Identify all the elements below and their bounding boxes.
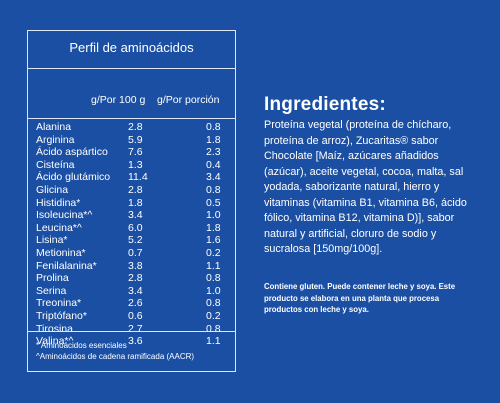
value-per-portion: 0.8 [206,183,221,196]
table-row: Cisteína 1.3 0.4 [28,159,235,172]
value-per-portion: 0.4 [206,158,221,171]
value-per-100g: 3.6 [128,335,143,348]
value-per-100g: 5.9 [128,133,143,146]
value-per-100g: 3.4 [128,284,143,297]
amino-acid-name: Tirosina [36,322,73,335]
value-per-portion: 3.4 [206,171,221,184]
column-headers: g/Por 100 g g/Por porción [28,69,235,119]
table-row: Isoleucina*^ 3.4 1.0 [28,209,235,222]
value-per-portion: 0.8 [206,322,221,335]
value-per-100g: 2.6 [128,297,143,310]
value-per-portion: 2.3 [206,146,221,159]
value-per-portion: 0.8 [206,297,221,310]
amino-acid-name: Cisteína [36,158,75,171]
amino-acid-name: Arginina [36,133,75,146]
value-per-portion: 1.0 [206,284,221,297]
table-row: Treonina* 2.6 0.8 [28,297,235,310]
amino-acid-name: Treonina* [36,297,82,310]
column-header-per-portion: g/Por porción [157,94,220,106]
column-header-per-100g: g/Por 100 g [91,94,146,106]
value-per-100g: 3.8 [128,259,143,272]
value-per-100g: 0.6 [128,309,143,322]
value-per-100g: 1.8 [128,196,143,209]
table-row: Alanina 2.8 0.8 [28,121,235,134]
table-row: Triptófano* 0.6 0.2 [28,310,235,323]
value-per-100g: 7.6 [128,146,143,159]
table-row: Valina*^ 3.6 1.1 [28,335,235,348]
value-per-portion: 0.2 [206,246,221,259]
table-row: Serina 3.4 1.0 [28,285,235,298]
value-per-portion: 1.8 [206,133,221,146]
value-per-portion: 1.6 [206,234,221,247]
value-per-portion: 0.8 [206,121,221,133]
amino-acid-name: Metionina* [36,246,86,259]
value-per-100g: 2.8 [128,183,143,196]
value-per-portion: 1.8 [206,221,221,234]
amino-acid-name: Glicina [36,183,69,196]
amino-acid-profile-table: Perfil de aminoácidos g/Por 100 g g/Por … [27,30,236,372]
ingredients-heading: Ingredientes: [264,94,386,115]
value-per-100g: 1.3 [128,158,143,171]
table-row: Tirosina 2.7 0.8 [28,323,235,336]
value-per-100g: 6.0 [128,221,143,234]
value-per-portion: 1.1 [206,259,221,272]
amino-acid-name: Isoleucina*^ [36,209,93,222]
value-per-portion: 0.2 [206,309,221,322]
value-per-100g: 2.8 [128,272,143,285]
amino-acid-name: Leucina*^ [36,221,82,234]
table-row: Prolina 2.8 0.8 [28,272,235,285]
amino-acid-name: Alanina [36,121,72,133]
amino-acid-name: Ácido glutámico [36,171,111,184]
amino-acid-name: Histidina* [36,196,81,209]
value-per-portion: 1.1 [206,335,221,348]
amino-acid-name: Valina*^ [36,335,74,348]
table-row: Ácido glutámico 11.4 3.4 [28,171,235,184]
value-per-100g: 11.4 [128,171,148,184]
table-row: Ácido aspártico 7.6 2.3 [28,146,235,159]
table-row: Fenilalanina* 3.8 1.1 [28,260,235,273]
amino-acid-rows: Alanina 2.8 0.8 Arginina 5.9 1.8 Ácido aspárti… [28,121,235,348]
amino-acid-name: Lisina* [36,234,68,247]
table-title: Perfil de aminoácidos [28,31,235,69]
ingredients-text: Proteína vegetal (proteína de chícharo, … [264,119,467,255]
value-per-100g: 2.8 [128,121,143,133]
allergen-note: Contiene gluten. Puede contener leche y … [264,282,456,314]
amino-acid-name: Prolina [36,272,69,285]
value-per-100g: 0.7 [128,246,143,259]
amino-acid-name: Ácido aspártico [36,146,108,159]
value-per-100g: 2.7 [128,322,143,335]
table-footnotes: * Aminoácidos esenciales ^Aminoácidos de… [36,340,194,362]
value-per-100g: 3.4 [128,209,143,222]
table-row: Metionina* 0.7 0.2 [28,247,235,260]
value-per-portion: 0.5 [206,196,221,209]
value-per-100g: 5.2 [128,234,143,247]
amino-acid-name: Triptófano* [36,309,87,322]
table-row: Leucina*^ 6.0 1.8 [28,222,235,235]
footnote-bcaa: ^Aminoácidos de cadena ramificada (AACR) [36,352,195,361]
table-row: Glicina 2.8 0.8 [28,184,235,197]
amino-acid-name: Fenilalanina* [36,259,97,272]
amino-acid-name: Serina [36,284,67,297]
value-per-portion: 0.8 [206,272,221,285]
table-row: Arginina 5.9 1.8 [28,134,235,147]
table-row: Histidina* 1.8 0.5 [28,197,235,210]
value-per-portion: 1.0 [206,209,221,222]
divider [28,331,235,332]
table-row: Lisina* 5.2 1.6 [28,234,235,247]
footnote-essential: * Aminoácidos esenciales [36,341,127,350]
